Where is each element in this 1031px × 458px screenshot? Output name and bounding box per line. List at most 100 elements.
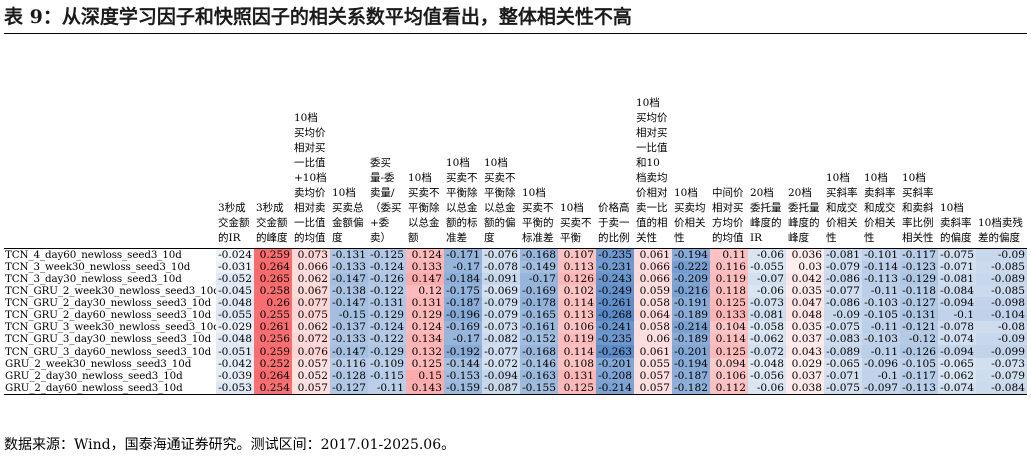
value-cell: 0.126 bbox=[558, 272, 596, 285]
value-cell: 0.264 bbox=[254, 369, 292, 382]
value-cell: -0.075 bbox=[938, 247, 976, 261]
value-cell: -0.231 bbox=[596, 260, 634, 273]
value-cell: 0.254 bbox=[254, 381, 292, 395]
value-cell: 0.047 bbox=[786, 296, 824, 310]
value-cell: 0.125 bbox=[710, 345, 748, 358]
value-cell: -0.07 bbox=[748, 272, 786, 285]
value-cell: -0.084 bbox=[938, 284, 976, 297]
value-cell: -0.129 bbox=[368, 345, 406, 358]
value-cell: -0.117 bbox=[900, 369, 938, 382]
table-row: TCN_GRU_2_week30_newloss_seed3_10d -0.045… bbox=[4, 284, 1027, 297]
value-cell: -0.089 bbox=[824, 345, 862, 358]
value-cell: 0.113 bbox=[558, 309, 596, 322]
value-cell: 0.043 bbox=[786, 345, 824, 358]
value-cell: -0.144 bbox=[444, 357, 482, 370]
value-cell: -0.048 bbox=[216, 333, 254, 346]
value-cell: 0.066 bbox=[634, 260, 672, 273]
table-row: TCN_GRU_3_week30_newloss_seed3_10d -0.029… bbox=[4, 321, 1027, 334]
value-cell: -0.109 bbox=[368, 357, 406, 370]
value-cell: -0.077 bbox=[824, 284, 862, 297]
value-cell: 0.107 bbox=[558, 247, 596, 261]
value-cell: 0.057 bbox=[292, 381, 330, 395]
value-cell: -0.082 bbox=[482, 333, 520, 346]
row-label: TCN_4_day60_newloss_seed3_10d bbox=[4, 247, 216, 261]
value-cell: -0.169 bbox=[444, 321, 482, 334]
value-cell: 0.06 bbox=[634, 333, 672, 346]
value-cell: -0.081 bbox=[824, 247, 862, 261]
value-cell: -0.1 bbox=[862, 369, 900, 382]
value-cell: 0.03 bbox=[786, 260, 824, 273]
value-cell: 0.12 bbox=[406, 284, 444, 297]
column-header: 10档买斜率和卖斜率比例相关性 bbox=[902, 171, 934, 244]
value-cell: -0.084 bbox=[976, 381, 1027, 395]
value-cell: -0.128 bbox=[330, 369, 368, 382]
value-cell: 0.059 bbox=[634, 284, 672, 297]
value-cell: 0.131 bbox=[558, 369, 596, 382]
value-cell: -0.131 bbox=[900, 309, 938, 322]
value-cell: -0.074 bbox=[938, 333, 976, 346]
row-label: TCN_3_week30_newloss_seed3_10d bbox=[5, 260, 191, 273]
value-cell: -0.122 bbox=[368, 284, 406, 297]
value-cell: -0.039 bbox=[216, 369, 254, 382]
value-cell: -0.11 bbox=[862, 345, 900, 358]
value-cell: -0.171 bbox=[444, 247, 482, 261]
value-cell: -0.096 bbox=[862, 357, 900, 370]
value-cell: 0.058 bbox=[634, 321, 672, 334]
value-cell: -0.168 bbox=[520, 247, 558, 261]
value-cell: -0.123 bbox=[900, 260, 938, 273]
column-header: 20档委托量峰度的IR bbox=[750, 186, 782, 244]
value-cell: -0.222 bbox=[672, 260, 710, 273]
value-cell: -0.138 bbox=[330, 284, 368, 297]
column-header: 10档卖斜率的偏度 bbox=[940, 201, 972, 244]
value-cell: -0.178 bbox=[520, 296, 558, 310]
value-cell: -0.201 bbox=[672, 345, 710, 358]
value-cell: -0.15 bbox=[330, 309, 368, 322]
value-cell: 0.15 bbox=[406, 369, 444, 382]
value-cell: 0.035 bbox=[786, 284, 824, 297]
value-cell: -0.091 bbox=[482, 272, 520, 285]
value-cell: 0.061 bbox=[634, 345, 672, 358]
value-cell: -0.117 bbox=[900, 247, 938, 261]
value-cell: -0.155 bbox=[520, 381, 558, 395]
value-cell: 0.26 bbox=[254, 296, 292, 310]
value-cell: -0.168 bbox=[520, 345, 558, 358]
table-row: GRU_2_week30_newloss_seed3_10d -0.042 0.25… bbox=[4, 357, 1027, 370]
value-cell: -0.074 bbox=[938, 381, 976, 395]
value-cell: -0.243 bbox=[596, 272, 634, 285]
row-label: TCN_GRU_3_day60_newloss_seed3_10d bbox=[5, 345, 212, 358]
value-cell: -0.06 bbox=[748, 284, 786, 297]
corner-cell bbox=[4, 36, 216, 248]
value-cell: -0.073 bbox=[748, 296, 786, 310]
value-cell: 0.108 bbox=[558, 357, 596, 370]
value-cell: -0.126 bbox=[900, 345, 938, 358]
value-cell: -0.127 bbox=[900, 296, 938, 310]
source-note: 数据来源：Wind，国泰海通证券研究。测试区间：2017.01-2025.06。 bbox=[4, 437, 456, 453]
value-cell: -0.104 bbox=[976, 309, 1027, 322]
value-cell: -0.147 bbox=[330, 296, 368, 310]
value-cell: -0.208 bbox=[596, 369, 634, 382]
value-cell: -0.214 bbox=[672, 321, 710, 334]
value-cell: -0.087 bbox=[482, 381, 520, 395]
value-cell: -0.105 bbox=[900, 357, 938, 370]
value-cell: -0.121 bbox=[900, 321, 938, 334]
value-cell: -0.073 bbox=[976, 357, 1027, 370]
column-header: 10档买均价相对买一比值和10档卖均价相对卖一比值的相关性 bbox=[636, 96, 668, 244]
table-row: GRU_2_day60_newloss_seed3_10d -0.053 0.254… bbox=[4, 381, 1027, 395]
value-cell: -0.187 bbox=[672, 369, 710, 382]
value-cell: -0.103 bbox=[862, 296, 900, 310]
column-header: 10档买卖均价相关性 bbox=[674, 186, 706, 244]
value-cell: 0.062 bbox=[292, 321, 330, 334]
table-row: TCN_3_day30_newloss_seed3_10d -0.052 0.265… bbox=[4, 272, 1027, 285]
value-cell: -0.194 bbox=[672, 247, 710, 261]
value-cell: 0.261 bbox=[254, 321, 292, 334]
value-cell: 0.076 bbox=[292, 345, 330, 358]
value-cell: 0.264 bbox=[254, 260, 292, 273]
value-cell: -0.055 bbox=[748, 260, 786, 273]
value-cell: -0.153 bbox=[444, 369, 482, 382]
value-cell: -0.065 bbox=[824, 357, 862, 370]
value-cell: 0.112 bbox=[710, 381, 748, 395]
value-cell: -0.127 bbox=[330, 381, 368, 395]
value-cell: -0.031 bbox=[216, 260, 254, 273]
value-cell: -0.048 bbox=[216, 296, 254, 310]
row-label: TCN_GRU_2_day30_newloss_seed3_10d bbox=[5, 296, 212, 309]
